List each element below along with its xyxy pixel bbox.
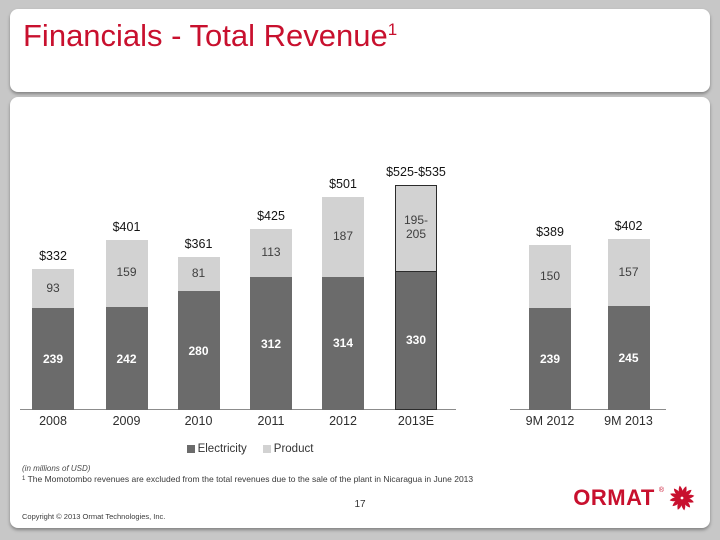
legend-item-product: Product <box>262 443 314 455</box>
footnote-text: The Momotombo revenues are excluded from… <box>27 474 474 484</box>
legend-label-product: Product <box>273 443 314 455</box>
ormat-pinwheel-icon <box>669 485 695 511</box>
bar-2009: 159 242 <box>105 239 148 410</box>
electricity-segment: 330 <box>396 270 436 409</box>
product-segment: 159 <box>105 239 148 308</box>
slide-title-superscript: 1 <box>387 20 398 39</box>
legend-label-electricity: Electricity <box>197 443 247 455</box>
total-label: $401 <box>112 219 141 234</box>
total-label: $402 <box>614 219 643 234</box>
electricity-segment: 239 <box>32 308 74 410</box>
registered-trademark-icon: ® <box>658 486 664 494</box>
category-label: 2008 <box>39 414 67 428</box>
bar-9M 2013: 157 245 <box>607 239 650 410</box>
content-panel: 93 239 $332 2008 159 242 $401 2009 81 280 $361 2010… <box>10 97 710 528</box>
electricity-segment: 312 <box>250 277 292 410</box>
product-segment: 195- 205 <box>396 185 436 271</box>
revenue-bar-chart: 93 239 $332 2008 159 242 $401 2009 81 280 $361 2010… <box>10 97 710 528</box>
page-number: 17 <box>354 499 366 510</box>
product-swatch-icon <box>262 445 271 453</box>
product-segment: 187 <box>322 197 364 277</box>
slide-title-text: Financials - Total Revenue <box>23 18 388 53</box>
units-note: (in millions of USD) <box>22 464 91 473</box>
product-segment: 150 <box>529 244 571 309</box>
bar-2011: 113 312 <box>250 229 292 410</box>
bar-2010: 81 280 <box>177 256 220 410</box>
footnote-superscript: 1 <box>22 475 26 482</box>
footnote: 1 The Momotombo revenues are excluded fr… <box>22 474 473 484</box>
bar-2013E: 195- 205 330 <box>395 184 437 410</box>
category-label: 2013E <box>397 414 435 428</box>
electricity-segment: 239 <box>529 308 571 410</box>
total-label: $501 <box>329 177 357 192</box>
total-label: $425 <box>257 209 285 224</box>
ormat-logo-text: ORMAT <box>573 485 655 510</box>
electricity-swatch-icon <box>186 445 195 453</box>
total-label: $389 <box>536 224 564 239</box>
copyright-notice: Copyright © 2013 Ormat Technologies, Inc… <box>22 512 166 521</box>
electricity-segment: 245 <box>607 305 650 410</box>
title-panel: Financials - Total Revenue1 <box>10 9 710 92</box>
ormat-logo: ORMAT ® <box>573 484 696 512</box>
chart-legend: Electricity Product <box>160 443 340 455</box>
electricity-segment: 242 <box>105 307 148 410</box>
product-segment: 157 <box>607 239 650 306</box>
total-label: $525-$535 <box>386 164 446 179</box>
product-segment: 81 <box>177 256 220 291</box>
nine-month-chart-baseline <box>510 409 666 410</box>
electricity-segment: 314 <box>322 276 364 410</box>
bar-9M 2012: 150 239 <box>529 244 571 410</box>
bar-2008: 93 239 <box>32 268 74 410</box>
category-label: 2012 <box>329 414 357 428</box>
product-segment: 93 <box>32 268 74 309</box>
category-label: 9M 2013 <box>604 414 653 428</box>
annual-chart-baseline <box>20 409 456 410</box>
bar-2012: 187 314 <box>322 197 364 410</box>
product-segment: 113 <box>250 229 292 278</box>
category-label: 2010 <box>184 414 213 428</box>
total-label: $361 <box>184 236 213 251</box>
category-label: 9M 2012 <box>525 414 575 428</box>
category-label: 2009 <box>112 414 141 428</box>
category-label: 2011 <box>257 414 285 428</box>
electricity-segment: 280 <box>177 291 220 410</box>
legend-item-electricity: Electricity <box>186 443 247 455</box>
total-label: $332 <box>39 248 67 263</box>
slide-title: Financials - Total Revenue1 <box>23 18 397 54</box>
